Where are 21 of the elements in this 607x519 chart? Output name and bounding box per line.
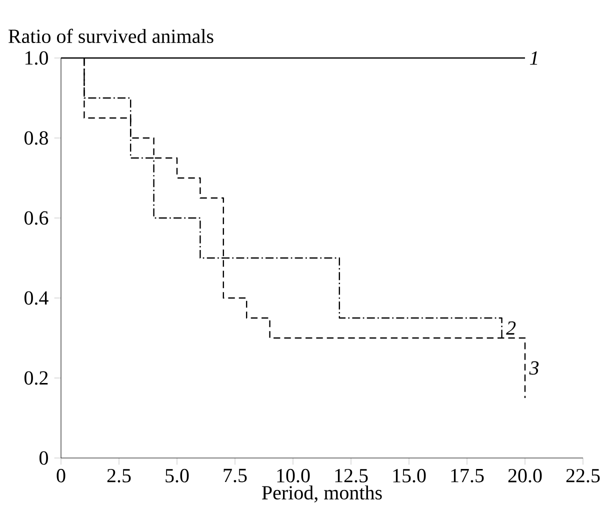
y-tick-label: 0 <box>39 451 48 465</box>
x-tick-label: 7.5 <box>224 468 247 482</box>
series-label: 2 <box>506 321 516 335</box>
y-axis-title: Ratio of survived animals <box>8 28 214 44</box>
x-tick-label: 12.5 <box>335 468 368 482</box>
x-tick-label: 10.0 <box>277 468 310 483</box>
series-label: 1 <box>530 51 538 65</box>
y-tick-label: 0.2 <box>24 371 48 385</box>
series-label: 3 <box>529 361 539 375</box>
y-tick-label: 1.0 <box>25 51 48 65</box>
y-tick-label: 0.6 <box>24 211 48 225</box>
x-axis-title: Period, months <box>262 485 382 502</box>
y-tick-label: 0.8 <box>24 131 48 145</box>
x-tick-label: 2.5 <box>107 468 131 482</box>
x-tick-label: 20.0 <box>508 468 542 483</box>
x-tick-label: 0 <box>56 468 66 482</box>
x-tick-label: 5.0 <box>166 468 189 483</box>
x-tick-label: 22.5 <box>566 468 600 482</box>
y-tick-label: 0.4 <box>24 291 48 305</box>
x-tick-label: 15.0 <box>393 468 426 483</box>
x-tick-label: 17.5 <box>451 468 484 482</box>
